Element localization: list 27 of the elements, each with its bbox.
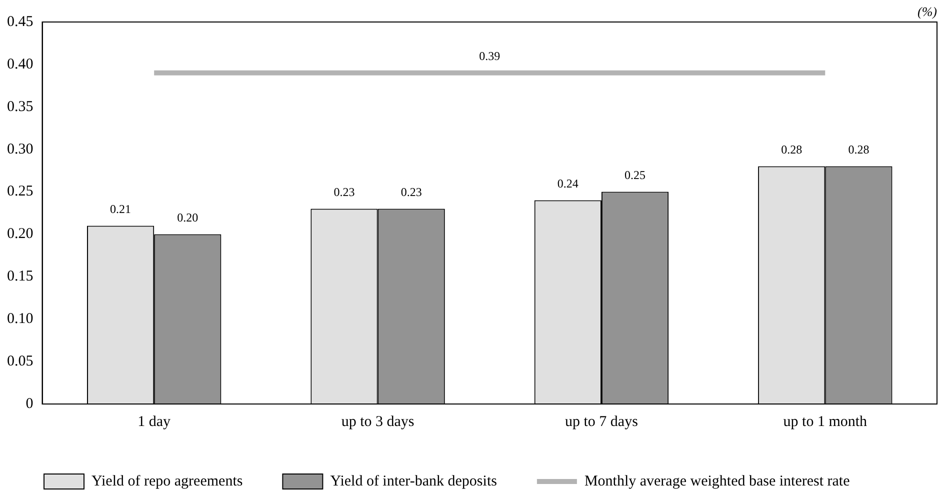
data-label: 0.23 xyxy=(400,184,422,199)
data-label: 0.21 xyxy=(110,202,132,216)
x-tick-label: 1 day xyxy=(138,414,172,430)
y-tick-label: 0.05 xyxy=(7,353,34,370)
y-axis-title: (%) xyxy=(918,4,937,19)
y-tick-label: 0.45 xyxy=(7,14,34,30)
legend-label: Yield of repo agreements xyxy=(92,473,243,490)
data-label: 0.28 xyxy=(848,142,870,156)
legend-label: Yield of inter-bank deposits xyxy=(330,473,498,490)
y-tick-label: 0.30 xyxy=(7,141,34,158)
y-tick-label: 0.25 xyxy=(7,184,34,200)
annotation: 0.39 xyxy=(479,49,500,64)
y-tick-label: 0.35 xyxy=(7,98,34,115)
data-label: 0.28 xyxy=(781,142,802,156)
x-tick-label: up to 1 month xyxy=(783,414,868,430)
y-tick-label: 0.40 xyxy=(7,56,34,72)
x-tick-label: up to 7 days xyxy=(565,414,638,430)
y-tick-label: 0 xyxy=(26,396,34,412)
y-tick-label: 0.15 xyxy=(7,268,34,285)
y-tick-label: 0.20 xyxy=(7,226,34,242)
y-tick-label: 0.10 xyxy=(7,311,34,328)
legend-label: Monthly average weighted base interest rate xyxy=(584,473,850,490)
x-tick-label: up to 3 days xyxy=(341,414,414,430)
data-label: 0.20 xyxy=(177,210,198,224)
data-label: 0.25 xyxy=(624,168,646,182)
data-label: 0.24 xyxy=(557,176,578,190)
data-label: 0.23 xyxy=(334,184,355,199)
